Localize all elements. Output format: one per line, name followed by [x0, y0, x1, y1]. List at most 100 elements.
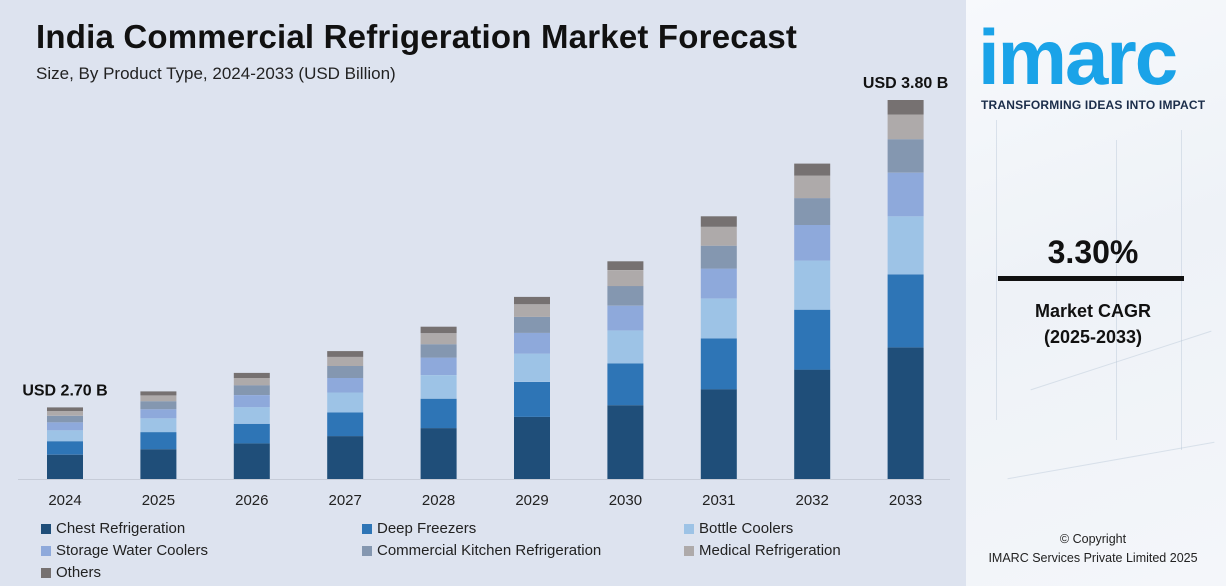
- x-tick-label-2032: 2032: [796, 492, 829, 509]
- logo-tagline: TRANSFORMING IDEAS INTO IMPACT: [981, 98, 1206, 112]
- bar-segment-2026-s3: [233, 395, 270, 408]
- bar-segment-2032-s3: [794, 225, 831, 261]
- copyright: © Copyright IMARC Services Private Limit…: [966, 530, 1220, 568]
- bar-segment-2028-s6: [420, 326, 457, 334]
- bar-segment-2025-s6: [140, 391, 177, 396]
- x-tick-label-2031: 2031: [702, 492, 735, 509]
- x-tick-label-2029: 2029: [515, 492, 548, 509]
- bar-segment-2025-s5: [140, 395, 177, 402]
- bar-segment-2030-s5: [607, 270, 644, 287]
- decor-line: [996, 120, 997, 420]
- bar-segment-2033-s0: [887, 347, 924, 479]
- bar-segment-2027-s4: [327, 366, 364, 378]
- bar-segment-2032-s2: [794, 260, 831, 310]
- bar-segment-2024-s6: [47, 407, 83, 411]
- legend-swatch: [41, 567, 51, 578]
- bar-segment-2024-s3: [47, 422, 83, 431]
- bar-segment-2029-s6: [514, 296, 550, 305]
- legend-swatch: [41, 523, 51, 534]
- bar-segment-2031-s1: [700, 338, 737, 390]
- bar-segment-2033-s1: [887, 274, 924, 348]
- bar-segment-2030-s3: [607, 305, 644, 331]
- bar-segment-2027-s3: [327, 378, 364, 393]
- bar-segment-2030-s2: [607, 330, 644, 364]
- x-tick-label-2026: 2026: [235, 492, 268, 509]
- decor-line: [1181, 130, 1182, 450]
- bar-segment-2027-s2: [327, 392, 364, 413]
- bar-segment-2031-s6: [700, 216, 737, 227]
- bar-segment-2028-s3: [420, 357, 457, 375]
- bar-segment-2027-s5: [327, 356, 364, 366]
- x-tick-label-2025: 2025: [142, 492, 175, 509]
- bar-segment-2029-s2: [514, 353, 550, 382]
- bar-segment-2029-s3: [514, 332, 550, 354]
- cagr-value: 3.30%: [1047, 234, 1139, 270]
- legend-label: Deep Freezers: [377, 520, 477, 537]
- bar-segment-2032-s6: [794, 163, 831, 176]
- legend-label: Commercial Kitchen Refrigeration: [377, 542, 602, 559]
- bar-segment-2024-s1: [47, 441, 83, 455]
- bar-segment-2031-s5: [700, 226, 737, 246]
- copyright-line1: © Copyright: [1059, 532, 1127, 546]
- decor-line: [1116, 140, 1117, 440]
- legend-label: Chest Refrigeration: [56, 520, 186, 537]
- legend-label: Bottle Coolers: [699, 520, 794, 537]
- legend-item-s2: Bottle Coolers: [684, 520, 793, 537]
- bar-segment-2026-s5: [233, 378, 270, 386]
- bar-segment-2032-s1: [794, 309, 831, 370]
- cagr-label-line1: Market CAGR: [1034, 301, 1152, 321]
- bar-segment-2025-s3: [140, 409, 177, 419]
- legend-item-s6: Others: [41, 564, 101, 581]
- bar-segment-2024-s2: [47, 430, 83, 442]
- bar-segment-2032-s4: [794, 198, 831, 225]
- legend-item-s5: Medical Refrigeration: [684, 542, 841, 559]
- bar-segment-2029-s1: [514, 382, 550, 417]
- bar-segment-2033-s5: [887, 114, 924, 140]
- bar-segment-2032-s0: [794, 369, 831, 479]
- legend-item-s0: Chest Refrigeration: [41, 520, 185, 537]
- legend-label: Storage Water Coolers: [56, 542, 209, 559]
- brand-panel: imarc TRANSFORMING IDEAS INTO IMPACT 3.3…: [966, 0, 1226, 586]
- bar-segment-2030-s1: [607, 363, 644, 406]
- bar-segment-2032-s5: [794, 175, 831, 199]
- x-tick-label-2024: 2024: [48, 492, 81, 509]
- bar-segment-2025-s0: [140, 449, 177, 479]
- bar-segment-2029-s0: [514, 416, 550, 479]
- legend-swatch: [684, 545, 694, 556]
- bar-segment-2028-s0: [420, 428, 457, 479]
- total-annotation-2024: USD 2.70 B: [22, 382, 107, 399]
- bar-segment-2031-s2: [700, 298, 737, 339]
- bar-segment-2033-s4: [887, 139, 924, 173]
- decor-line: [1007, 441, 1215, 480]
- bar-segment-2024-s5: [47, 411, 83, 416]
- legend-swatch: [362, 523, 372, 534]
- legend-item-s3: Storage Water Coolers: [41, 542, 208, 559]
- bar-segment-2028-s4: [420, 344, 457, 358]
- bar-segment-2031-s3: [700, 268, 737, 299]
- bar-segment-2033-s6: [887, 100, 924, 115]
- bar-segment-2033-s3: [887, 172, 924, 217]
- imarc-logo: imarc: [978, 13, 1178, 101]
- bar-segment-2031-s0: [700, 389, 737, 479]
- chart-panel: India Commercial Refrigeration Market Fo…: [0, 0, 966, 586]
- legend-label: Others: [56, 564, 102, 581]
- bar-segment-2024-s4: [47, 415, 83, 423]
- x-tick-label-2028: 2028: [422, 492, 455, 509]
- bar-segment-2029-s4: [514, 316, 550, 333]
- bar-segment-2026-s4: [233, 385, 270, 395]
- legend-swatch: [684, 523, 694, 534]
- bar-segment-2028-s1: [420, 398, 457, 429]
- legend-item-s4: Commercial Kitchen Refrigeration: [362, 542, 601, 559]
- chart-subtitle: Size, By Product Type, 2024-2033 (USD Bi…: [36, 64, 396, 83]
- legend-item-s1: Deep Freezers: [362, 520, 476, 537]
- bar-segment-2027-s6: [327, 351, 364, 357]
- bar-segment-2028-s2: [420, 375, 457, 399]
- bar-segment-2027-s0: [327, 436, 364, 479]
- x-tick-label-2030: 2030: [609, 492, 642, 509]
- bar-segment-2024-s0: [47, 454, 83, 479]
- stacked-bar-chart: 2024 2025 2026 2027 2028 2029 2030 2031 2032 2033…: [18, 75, 950, 509]
- bar-segment-2033-s2: [887, 216, 924, 275]
- cagr-label: Market CAGR (2025-2033): [966, 298, 1220, 350]
- bar-segment-2030-s0: [607, 405, 644, 479]
- copyright-line2: IMARC Services Private Limited 2025: [988, 551, 1198, 565]
